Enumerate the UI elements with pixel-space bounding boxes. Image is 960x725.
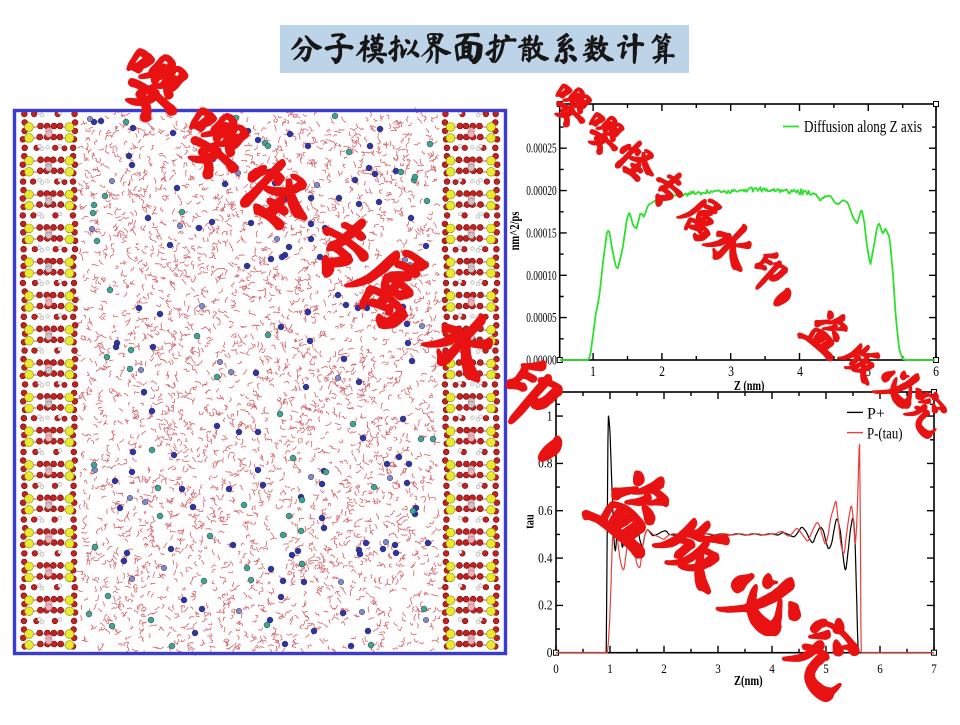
svg-text:3: 3 [715, 661, 721, 676]
svg-text:2: 2 [661, 661, 667, 676]
svg-text:Z(nm): Z(nm) [734, 673, 763, 689]
svg-text:tau: tau [522, 514, 536, 529]
svg-text:0.2: 0.2 [538, 598, 552, 613]
svg-text:0: 0 [553, 661, 559, 676]
svg-text:1: 1 [607, 661, 613, 676]
svg-text:0.00005: 0.00005 [526, 309, 556, 325]
svg-text:6: 6 [933, 363, 939, 380]
svg-text:0.4: 0.4 [538, 550, 553, 565]
svg-text:0.00025: 0.00025 [526, 140, 556, 156]
svg-text:0: 0 [547, 645, 553, 660]
svg-text:5: 5 [823, 661, 829, 676]
svg-text:6: 6 [877, 661, 883, 676]
svg-text:4: 4 [769, 661, 775, 676]
svg-text:Diffusion along Z axis: Diffusion along Z axis [804, 117, 922, 136]
svg-text:4: 4 [797, 363, 803, 380]
svg-text:0.6: 0.6 [538, 503, 553, 518]
svg-text:Z (nm): Z (nm) [734, 378, 764, 394]
svg-text:3: 3 [728, 363, 734, 380]
svg-text:P-(tau): P-(tau) [867, 425, 903, 443]
svg-text:P+: P+ [867, 406, 885, 423]
svg-text:7: 7 [931, 661, 937, 676]
svg-text:1: 1 [547, 408, 553, 423]
svg-text:0.00015: 0.00015 [526, 224, 556, 240]
svg-text:5: 5 [865, 363, 871, 380]
svg-text:2: 2 [659, 363, 665, 380]
svg-text:0.00010: 0.00010 [526, 267, 556, 283]
svg-text:0.00020: 0.00020 [526, 182, 556, 198]
svg-text:nm^2/ps: nm^2/ps [507, 211, 523, 250]
svg-text:1: 1 [590, 363, 596, 380]
